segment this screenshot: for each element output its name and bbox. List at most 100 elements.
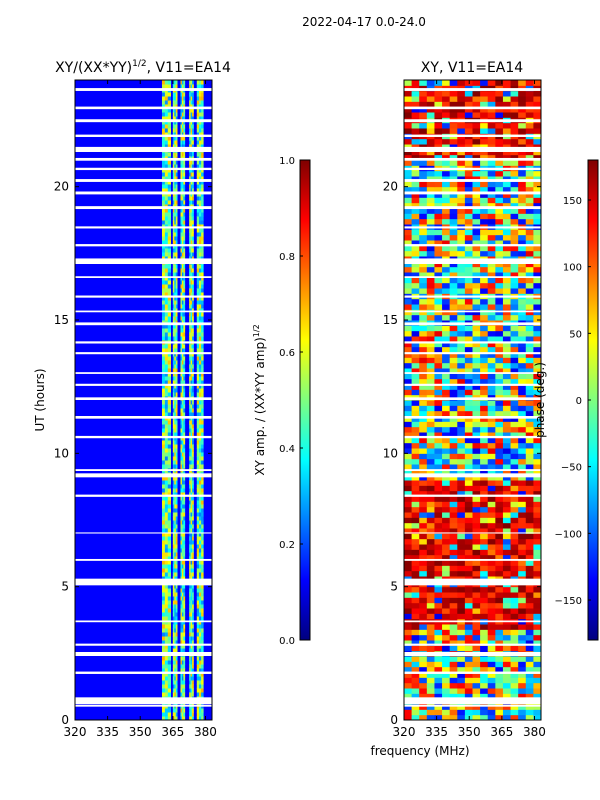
phase-cell [426, 597, 435, 604]
phase-cell [510, 245, 519, 252]
phase-cell [419, 266, 428, 273]
amplitude-cell [181, 584, 184, 589]
amplitude-cell [167, 304, 171, 309]
amplitude-cell [196, 124, 200, 129]
phase-cell [426, 80, 435, 86]
phase-cell [419, 448, 428, 454]
amplitude-cell [183, 380, 186, 385]
phase-cell [434, 634, 443, 641]
amplitude-cell [164, 352, 169, 357]
phase-cell [449, 688, 458, 694]
amplitude-cell [189, 312, 191, 317]
amplitude-cell [175, 592, 178, 597]
amplitude-cell [161, 716, 166, 720]
amplitude-cell [172, 600, 175, 605]
amplitude-cell [189, 372, 191, 377]
phase-cell [404, 677, 413, 684]
phase-cell [426, 709, 435, 716]
phase-cell [518, 122, 527, 129]
phase-cell [533, 506, 541, 513]
phase-cell [502, 202, 511, 209]
amplitude-cell [161, 164, 166, 169]
amplitude-cell [172, 400, 175, 405]
amplitude-cell [192, 604, 194, 609]
amplitude-cell [192, 712, 194, 717]
phase-cell [480, 570, 489, 577]
amplitude-cell [181, 644, 184, 649]
phase-cell [487, 565, 496, 572]
phase-cell [434, 304, 443, 310]
phase-cell [495, 693, 504, 700]
amplitude-cell [181, 228, 184, 233]
amplitude-cell [189, 576, 191, 581]
amplitude-cell [183, 428, 186, 433]
phase-cell [404, 624, 413, 630]
amplitude-cell [198, 424, 202, 429]
phase-cell [419, 197, 428, 204]
phase-cell [464, 384, 473, 390]
amplitude-cell [172, 380, 175, 385]
phase-cell [518, 672, 527, 678]
phase-cell [464, 474, 473, 481]
amplitude-cell [183, 436, 186, 441]
amplitude-cell [198, 628, 202, 633]
phase-cell [426, 426, 435, 433]
y-tick-label: 15 [383, 313, 398, 327]
amplitude-cell [164, 536, 169, 541]
amplitude-cell [174, 444, 177, 449]
amplitude-cell [189, 560, 191, 565]
amplitude-cell [172, 576, 175, 581]
phase-cell [533, 661, 541, 668]
phase-cell [487, 624, 496, 630]
amplitude-cell [164, 504, 169, 509]
amplitude-cell [183, 512, 186, 517]
amplitude-cell [190, 616, 193, 621]
amplitude-cell [180, 352, 183, 357]
amplitude-cell [175, 484, 178, 489]
phase-cell [419, 688, 428, 694]
phase-cell [434, 170, 443, 177]
phase-cell [480, 453, 489, 460]
amplitude-cell [172, 364, 175, 369]
phase-cell [449, 634, 458, 641]
phase-cell [487, 421, 496, 428]
amplitude-cell [201, 352, 204, 357]
phase-cell [472, 346, 481, 353]
amplitude-cell [183, 364, 186, 369]
phase-cell [442, 106, 451, 113]
phase-cell [442, 554, 451, 561]
phase-cell [480, 432, 489, 438]
amplitude-cell [180, 684, 183, 689]
amplitude-cell [161, 140, 166, 145]
phase-cell [518, 506, 527, 513]
amplitude-cell [164, 268, 169, 273]
amplitude-cell [172, 688, 175, 693]
phase-cell [449, 677, 458, 684]
amplitude-cell [172, 476, 175, 481]
phase-cell [510, 682, 519, 689]
amplitude-cell [167, 548, 171, 553]
phase-cell [480, 629, 489, 636]
phase-cell [464, 277, 473, 284]
amplitude-cell [198, 136, 202, 141]
amplitude-cell [198, 444, 202, 449]
phase-cell [502, 544, 511, 550]
phase-cell [495, 512, 504, 518]
amplitude-cell [181, 540, 184, 545]
phase-cell [525, 325, 534, 332]
phase-cell [457, 400, 466, 406]
phase-flagged-row [404, 167, 541, 171]
phase-cell [502, 538, 511, 545]
phase-flagged-row [404, 473, 541, 478]
phase-cell [472, 469, 481, 476]
amplitude-cell [164, 492, 169, 497]
amplitude-cell [201, 648, 204, 653]
phase-cell [419, 416, 428, 422]
amplitude-cell [181, 112, 184, 117]
amplitude-cell [190, 564, 193, 569]
phase-cell [464, 362, 473, 369]
phase-cell [495, 666, 504, 673]
phase-cell [419, 106, 428, 113]
phase-cell [533, 128, 541, 134]
amplitude-cell [183, 420, 186, 425]
